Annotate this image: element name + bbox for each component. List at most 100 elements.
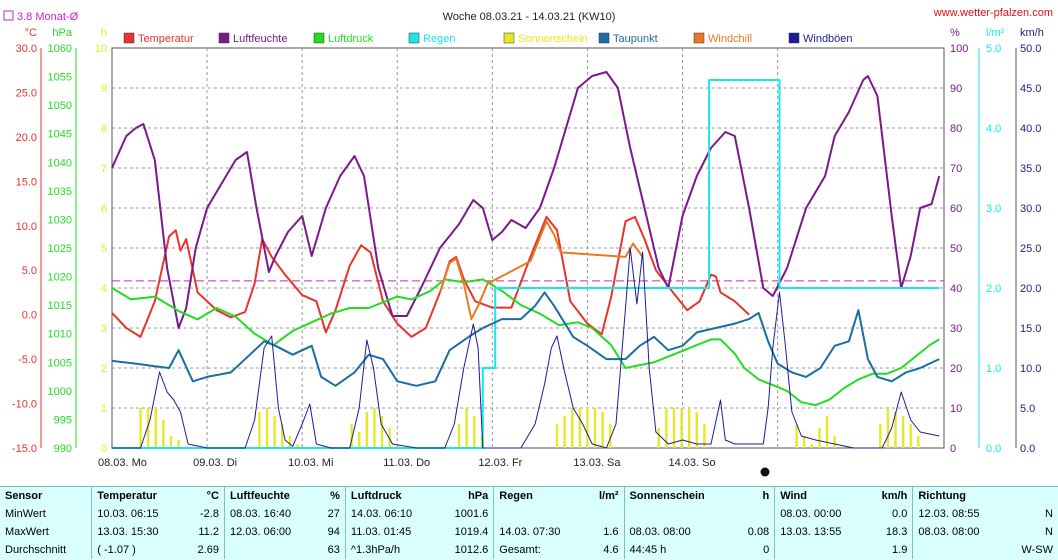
axis-temp-tick: 15.0 [16,176,37,188]
x-tick-12-03-fr: 12.03. Fr [478,457,522,469]
sunshine-bar [593,408,597,448]
sunshine-bar [657,428,660,448]
summary-cell: 1001.6 [454,508,489,520]
summary-cell: hPa [468,490,489,502]
axis-wind-tick: 40.0 [1020,123,1041,135]
legend-pressure-label: Luftdruck [328,33,374,45]
legend-temp-label: Temperatur [138,33,194,45]
month-avg-label: 3.8 Monat-Ø [17,11,79,23]
summary-cell: °C [206,490,219,502]
sunshine-bar [177,440,180,448]
axis-temp-tick: 20.0 [16,132,37,144]
sunshine-bar [879,424,882,448]
axis-rain-unit: l/m² [986,27,1005,39]
site-link[interactable]: www.wetter-pfalzen.com [933,7,1053,19]
sunshine-bar [818,428,821,448]
axis-pressure-tick: 1050 [48,100,72,112]
series-gust-line [112,247,940,449]
legend-rain-swatch [408,32,420,44]
axis-sun-tick: 3 [101,323,107,335]
axis-rain-tick: 0.0 [986,443,1001,455]
summary-cell: 0.08 [747,526,770,538]
sunshine-bar [680,408,683,448]
summary-cell: Sonnenschein [623,487,734,505]
summary-cell: 1.9 [892,544,908,556]
sunshine-bar [563,416,566,448]
sunshine-bar [473,416,476,448]
month-avg-checkbox[interactable] [3,10,14,21]
sunshine-bar [833,436,836,448]
summary-cell: 08.03. 08:00 [912,523,1005,541]
legend-dew-label: Taupunkt [613,33,658,45]
axis-wind-tick: 45.0 [1020,83,1041,95]
sunshine-bar [672,408,676,448]
axis-sun-tick: 0 [101,443,107,455]
summary-cell: 0 [763,544,770,556]
summary-table: Sensor Temperatur °C Luftfeuchte% Luftdruck h… [0,487,1058,559]
axis-temp-tick: 25.0 [16,87,37,99]
summary-cell: h [762,490,770,502]
summary-cell: 4.6 [603,544,619,556]
summary-cell: 1.6 [603,526,619,538]
summary-cell: -2.8 [199,508,219,520]
axis-humidity-tick: 0 [950,443,956,455]
axis-pressure-tick: 1045 [48,129,72,141]
axis-rain-tick: 1.0 [986,363,1001,375]
series-rain-line [112,79,940,449]
summary-cell: 10.03. 06:15 [91,505,184,523]
summary-cell: 1019.4 [454,526,489,538]
summary-cell: 1012.6 [454,544,489,556]
sunshine-bar [703,424,706,448]
sunshine-bar [578,408,582,448]
series-pressure-line [111,278,940,407]
sunshine-bar [795,424,798,448]
chart-series [111,71,941,449]
sunshine-bar [665,408,668,448]
sunshine-bar [162,420,165,448]
axis-temp-tick: -10.0 [12,399,37,411]
axis-temp-tick: -15.0 [12,443,37,455]
axis-wind-tick: 35.0 [1020,163,1041,175]
x-tick-09-03-di: 09.03. Di [193,457,237,469]
axis-humidity-tick: 40 [950,283,962,295]
axis-sun-tick: 4 [101,283,107,295]
axis-temp-tick: 30.0 [16,43,37,55]
summary-cell [586,505,625,523]
sunshine-bar [917,436,920,448]
sunshine-bar [373,408,376,448]
summary-cell: 94 [327,526,340,538]
summary-cell [912,541,1005,559]
axis-sun-tick: 7 [101,163,107,175]
x-tick-14-03-so: 14.03. So [669,457,716,469]
summary-cell: 11.2 [198,526,219,538]
summary-cell: Luftfeuchte [223,487,317,505]
sunshine-bar [909,424,912,448]
summary-cell [1005,487,1058,505]
summary-cell: 63 [327,544,340,556]
sunshine-bar [146,408,150,448]
summary-cell: km/h [881,490,908,502]
chart-grid [111,47,945,449]
summary-cell: ^1.3hPa/h [344,541,438,559]
legend-sun-label: Sonnenschein [518,33,588,45]
x-tick-08-03-mo: 08.03. Mo [98,457,147,469]
sunshine-bar [894,412,897,448]
axis-sun-tick: 2 [101,363,107,375]
axis-humidity-tick: 60 [950,203,962,215]
axis-pressure-tick: 1055 [48,72,72,84]
summary-cell: ( -1.07 ) [91,541,184,559]
legend-windchill-swatch [693,32,705,44]
summary-cell: Wind [774,487,867,505]
axis-humidity-tick: 80 [950,123,962,135]
legend-gust-swatch [788,32,800,44]
summary-cell: 2.69 [197,544,219,556]
chart-header: Woche 08.03.21 - 14.03.21 (KW10) www.wet… [3,7,1053,23]
axis-wind-tick: 15.0 [1020,323,1041,335]
axis-pressure-tick: 1015 [48,300,72,312]
axis-pressure-tick: 1010 [48,329,72,341]
summary-cell [493,505,586,523]
summary-cell: 12.03. 08:55 [912,505,1005,523]
sunshine-bar [465,408,468,448]
weather-chart: 30.025.020.015.010.05.00.0-5.0-10.0-15.0… [3,7,1053,477]
axis-humidity-tick: 90 [950,83,962,95]
